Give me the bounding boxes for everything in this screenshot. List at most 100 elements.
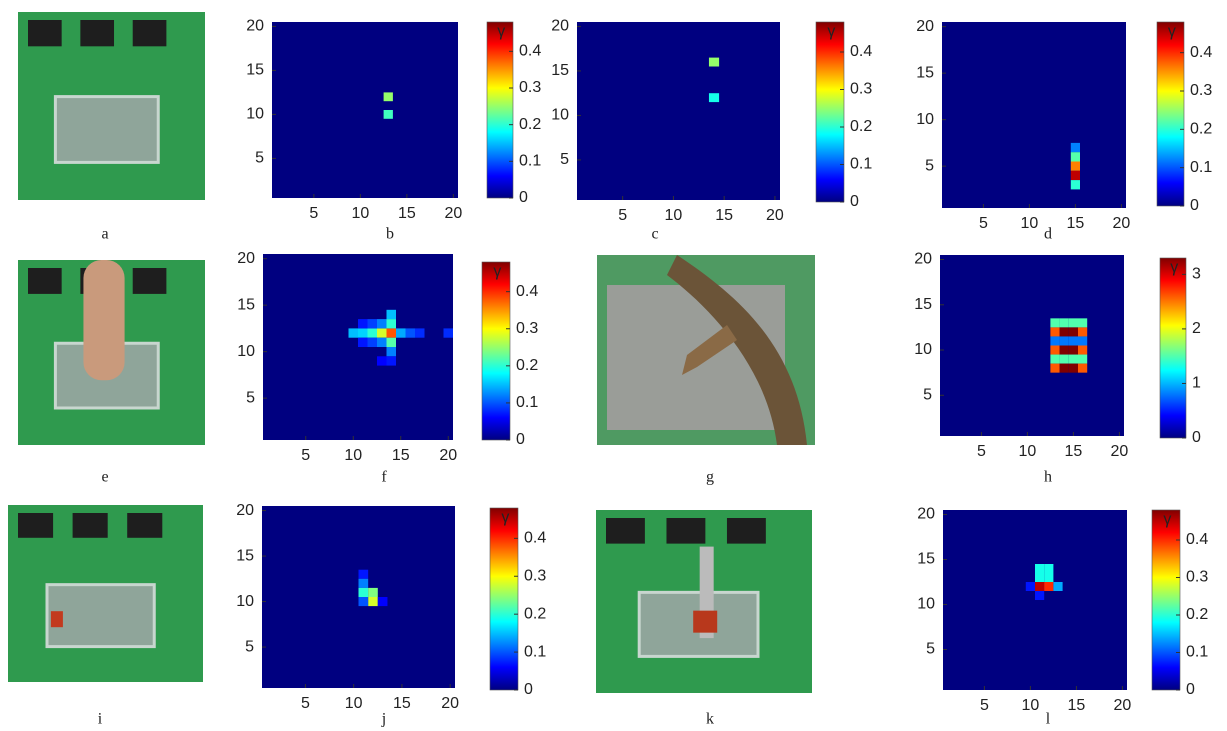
cell xyxy=(1069,364,1078,373)
x-tick-label: 5 xyxy=(301,695,310,712)
colorbar-tick-label: 0.4 xyxy=(850,43,872,60)
colorbar xyxy=(1152,510,1180,690)
colorbar-label: γ xyxy=(501,509,509,526)
colorbar-tick-label: 0.4 xyxy=(516,283,538,300)
y-tick-label: 15 xyxy=(916,64,934,81)
cell xyxy=(1053,582,1062,591)
colorbar-tick-label: 1 xyxy=(1192,375,1201,392)
y-tick-label: 10 xyxy=(916,111,934,128)
cell xyxy=(349,328,359,337)
y-tick-label: 10 xyxy=(914,341,932,358)
cell xyxy=(359,597,369,606)
y-tick-label: 5 xyxy=(246,389,255,406)
y-tick-label: 20 xyxy=(916,18,934,35)
weight xyxy=(693,611,717,633)
colorbar-tick-label: 2 xyxy=(1192,320,1201,337)
panel-label: c xyxy=(651,226,658,243)
cell xyxy=(1050,346,1059,355)
colorbar-tick-label: 0.3 xyxy=(1190,82,1212,99)
cell xyxy=(1078,346,1087,355)
cell xyxy=(387,319,397,328)
colorbar-tick-label: 0.2 xyxy=(519,116,541,133)
cell xyxy=(1060,327,1069,336)
y-tick-label: 20 xyxy=(914,251,932,268)
panel-label: e xyxy=(101,469,108,486)
cell xyxy=(368,588,378,597)
y-tick-label: 20 xyxy=(551,18,569,35)
y-tick-label: 15 xyxy=(237,296,255,313)
cell xyxy=(1050,318,1059,327)
colorbar xyxy=(1157,22,1184,206)
colorbar-tick-label: 0 xyxy=(516,431,525,448)
x-tick-label: 20 xyxy=(766,207,784,224)
y-tick-label: 5 xyxy=(926,641,935,658)
cell xyxy=(384,92,393,101)
cell xyxy=(1078,318,1087,327)
cell xyxy=(387,338,397,347)
y-tick-label: 5 xyxy=(560,151,569,168)
chip xyxy=(666,518,705,544)
y-tick-label: 5 xyxy=(245,638,254,655)
photo xyxy=(18,12,205,200)
x-tick-label: 20 xyxy=(439,447,457,464)
x-tick-label: 5 xyxy=(618,207,627,224)
y-tick-label: 15 xyxy=(917,551,935,568)
chip xyxy=(127,513,162,538)
x-tick-label: 20 xyxy=(1114,697,1132,714)
colorbar-label: γ xyxy=(827,23,835,40)
colorbar-tick-label: 0.1 xyxy=(1186,644,1208,661)
cell xyxy=(1060,364,1069,373)
y-tick-label: 20 xyxy=(236,502,254,519)
sensor-pad xyxy=(55,97,158,163)
cell xyxy=(359,570,369,579)
colorbar-tick-label: 0.4 xyxy=(1186,531,1208,548)
cell xyxy=(1060,346,1069,355)
photo xyxy=(596,510,812,693)
chip xyxy=(18,513,53,538)
cell xyxy=(1071,180,1080,189)
y-tick-label: 5 xyxy=(925,157,934,174)
cell xyxy=(1050,355,1059,364)
colorbar xyxy=(487,22,513,198)
photo xyxy=(8,505,203,682)
y-tick-label: 10 xyxy=(246,106,264,123)
cell xyxy=(709,93,719,102)
block xyxy=(51,611,63,627)
cell xyxy=(1071,162,1080,171)
cell xyxy=(1078,327,1087,336)
cell xyxy=(384,110,393,119)
cell xyxy=(1044,573,1053,582)
chip xyxy=(606,518,645,544)
x-tick-label: 15 xyxy=(398,205,416,222)
cell xyxy=(1078,336,1087,345)
colorbar-tick-label: 0.3 xyxy=(524,567,546,584)
cell xyxy=(377,338,387,347)
chip xyxy=(133,20,167,46)
x-tick-label: 15 xyxy=(1067,215,1085,232)
colorbar xyxy=(482,262,510,440)
x-tick-label: 20 xyxy=(444,205,462,222)
cell xyxy=(1035,582,1044,591)
colorbar-tick-label: 0 xyxy=(1192,429,1201,446)
cell xyxy=(709,58,719,67)
y-tick-label: 10 xyxy=(236,593,254,610)
colorbar-tick-label: 0.4 xyxy=(524,530,546,547)
x-tick-label: 5 xyxy=(977,443,986,460)
sensor-pad xyxy=(47,585,154,647)
cell xyxy=(1069,355,1078,364)
x-tick-label: 20 xyxy=(1111,443,1129,460)
panel-label: d xyxy=(1044,226,1052,243)
cell xyxy=(406,328,416,337)
x-tick-label: 10 xyxy=(1022,697,1040,714)
colorbar-tick-label: 0 xyxy=(524,681,533,698)
cell xyxy=(1035,573,1044,582)
panel-label: k xyxy=(706,711,714,728)
colorbar xyxy=(490,508,518,690)
colorbar-tick-label: 0.1 xyxy=(1190,159,1212,176)
y-tick-label: 20 xyxy=(917,506,935,523)
colorbar-tick-label: 0.2 xyxy=(516,357,538,374)
colorbar-tick-label: 0 xyxy=(519,189,528,206)
x-tick-label: 5 xyxy=(301,447,310,464)
x-tick-label: 15 xyxy=(715,207,733,224)
colorbar-label: γ xyxy=(497,23,505,40)
